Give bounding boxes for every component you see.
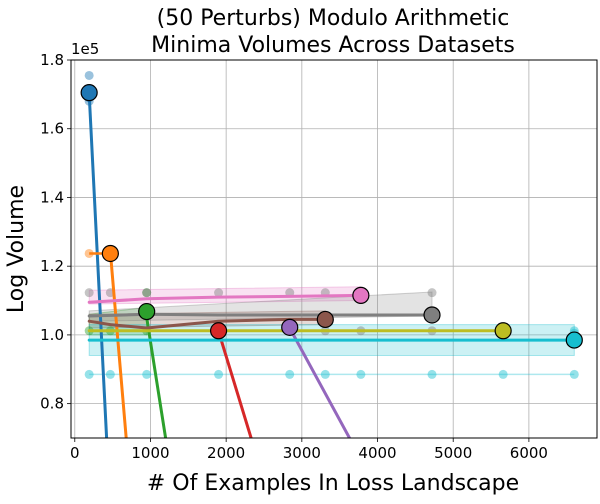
line-blue: [87, 92, 109, 438]
faint-point-blue: [84, 70, 94, 80]
plot-background: [71, 60, 597, 438]
x-tick-label: 3000: [283, 444, 321, 462]
x-tick-label: 0: [70, 444, 80, 462]
marker-olive: [494, 322, 512, 340]
axis-ticks: 0 1000 2000 3000 4000 5000 6000 0.8 1.0 1.2 1.4 1.6…: [40, 51, 548, 462]
line-brown: [87, 317, 327, 330]
marker-brown: [316, 310, 334, 329]
marker-red: [209, 322, 228, 340]
marker-cyan: [565, 331, 583, 349]
faint-point-orange: [84, 248, 94, 258]
faint-point-cyan: [84, 369, 94, 379]
marker-purple: [281, 318, 299, 336]
y-axis-label: Log Volume: [4, 185, 29, 313]
faint-point-cyan: [214, 369, 224, 379]
faint-point-cyan: [105, 369, 115, 379]
faint-point-cyan: [498, 369, 508, 379]
line-green: [145, 316, 168, 438]
faint-point-cyan: [142, 369, 152, 379]
marker-orange: [101, 244, 119, 263]
faint-point-gray: [84, 288, 94, 298]
faint-point-gray: [427, 288, 437, 298]
x-tick-label: 6000: [510, 444, 548, 462]
y-tick-label: 0.8: [40, 395, 64, 413]
faint-point-cyan: [569, 369, 579, 379]
line-red: [217, 330, 253, 438]
series-markers: [80, 84, 583, 349]
x-tick-label: 4000: [358, 444, 396, 462]
faint-point-cyan: [320, 369, 330, 379]
marker-pink: [352, 286, 370, 304]
chart-title-line-1: (50 Perturbs) Modulo Arithmetic: [157, 6, 510, 31]
faint-point-green: [142, 288, 152, 298]
line-gray: [87, 312, 434, 318]
y-tick-label: 1.6: [40, 120, 64, 138]
x-axis-label: # Of Examples In Loss Landscape: [147, 471, 519, 496]
line-pink: [87, 293, 363, 304]
line-purple: [288, 326, 351, 438]
y-tick-label: 1.4: [40, 188, 64, 206]
x-tick-label: 2000: [207, 444, 245, 462]
faint-point-gray: [214, 288, 224, 298]
faint-point-cyan: [356, 369, 366, 379]
marker-gray: [423, 306, 441, 324]
x-tick-label: 1000: [131, 444, 169, 462]
line-orange: [108, 250, 128, 438]
plot-frame: [70, 59, 598, 439]
marker-green: [138, 302, 156, 321]
y-offset-label: 1e5: [71, 40, 99, 58]
y-tick-label: 1.0: [40, 326, 64, 344]
faint-point-gray: [142, 288, 152, 298]
y-tick-label: 1.2: [40, 257, 64, 275]
marker-blue: [80, 84, 98, 102]
chart-title-line-2: Minima Volumes Across Datasets: [151, 33, 515, 58]
y-tick-label: 1.8: [40, 51, 64, 69]
faint-point-cyan: [285, 369, 295, 379]
x-tick-label: 5000: [434, 444, 472, 462]
faint-point-cyan: [427, 369, 437, 379]
